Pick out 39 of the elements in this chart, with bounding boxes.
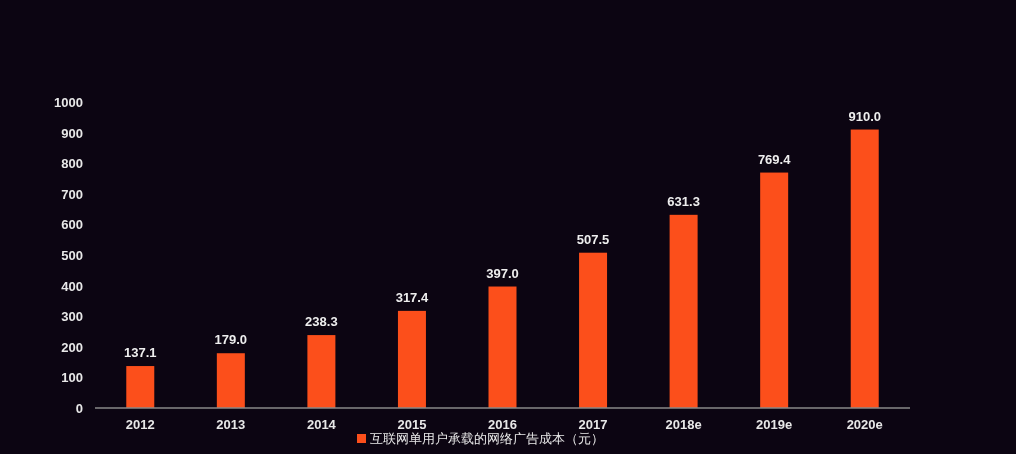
bar (307, 335, 336, 408)
text: 317.4 (395, 289, 429, 305)
y-tick-label: 1000 (54, 95, 83, 110)
bar (397, 310, 426, 408)
x-tick-label: 2018e (665, 417, 702, 432)
bar (669, 214, 698, 408)
y-tick-label: 0 (75, 401, 83, 416)
text: 631.3 (667, 193, 700, 209)
y-tick-label: 300 (61, 309, 83, 325)
x-tick-label: 2013 (216, 417, 246, 432)
y-tick-label: 400 (61, 278, 83, 294)
y-tick-label: 800 (61, 156, 83, 172)
bar (216, 353, 245, 408)
bar (760, 172, 789, 408)
x-tick-label: 2017 (578, 417, 608, 432)
y-tick-label: 200 (61, 339, 83, 355)
text: 179.0 (214, 332, 248, 348)
text: 769.4 (757, 151, 791, 167)
y-tick-label: 100 (61, 370, 83, 386)
y-tick-label: 900 (61, 125, 83, 141)
x-tick-label: 2019e (756, 417, 793, 432)
x-tick-label: 2020e (846, 417, 883, 432)
text: 238.3 (305, 314, 338, 330)
x-tick-label: 2015 (397, 417, 427, 432)
x-tick-label: 2014 (306, 417, 337, 432)
text: 910.0 (848, 108, 881, 124)
legend: 互联网单用户承载的网络广告成本（元） (357, 431, 604, 446)
x-tick-label: 2016 (488, 417, 517, 432)
bar (579, 252, 608, 408)
bar (488, 286, 517, 408)
text: 137.1 (124, 345, 157, 361)
y-tick-label: 500 (61, 248, 83, 263)
y-tick-label: 600 (61, 217, 83, 233)
text: 507.5 (576, 231, 610, 247)
y-tick-label: 700 (61, 186, 83, 202)
bar (126, 366, 155, 408)
x-tick-label: 2012 (125, 417, 155, 432)
text: 397.0 (486, 265, 519, 281)
bar (850, 129, 879, 408)
